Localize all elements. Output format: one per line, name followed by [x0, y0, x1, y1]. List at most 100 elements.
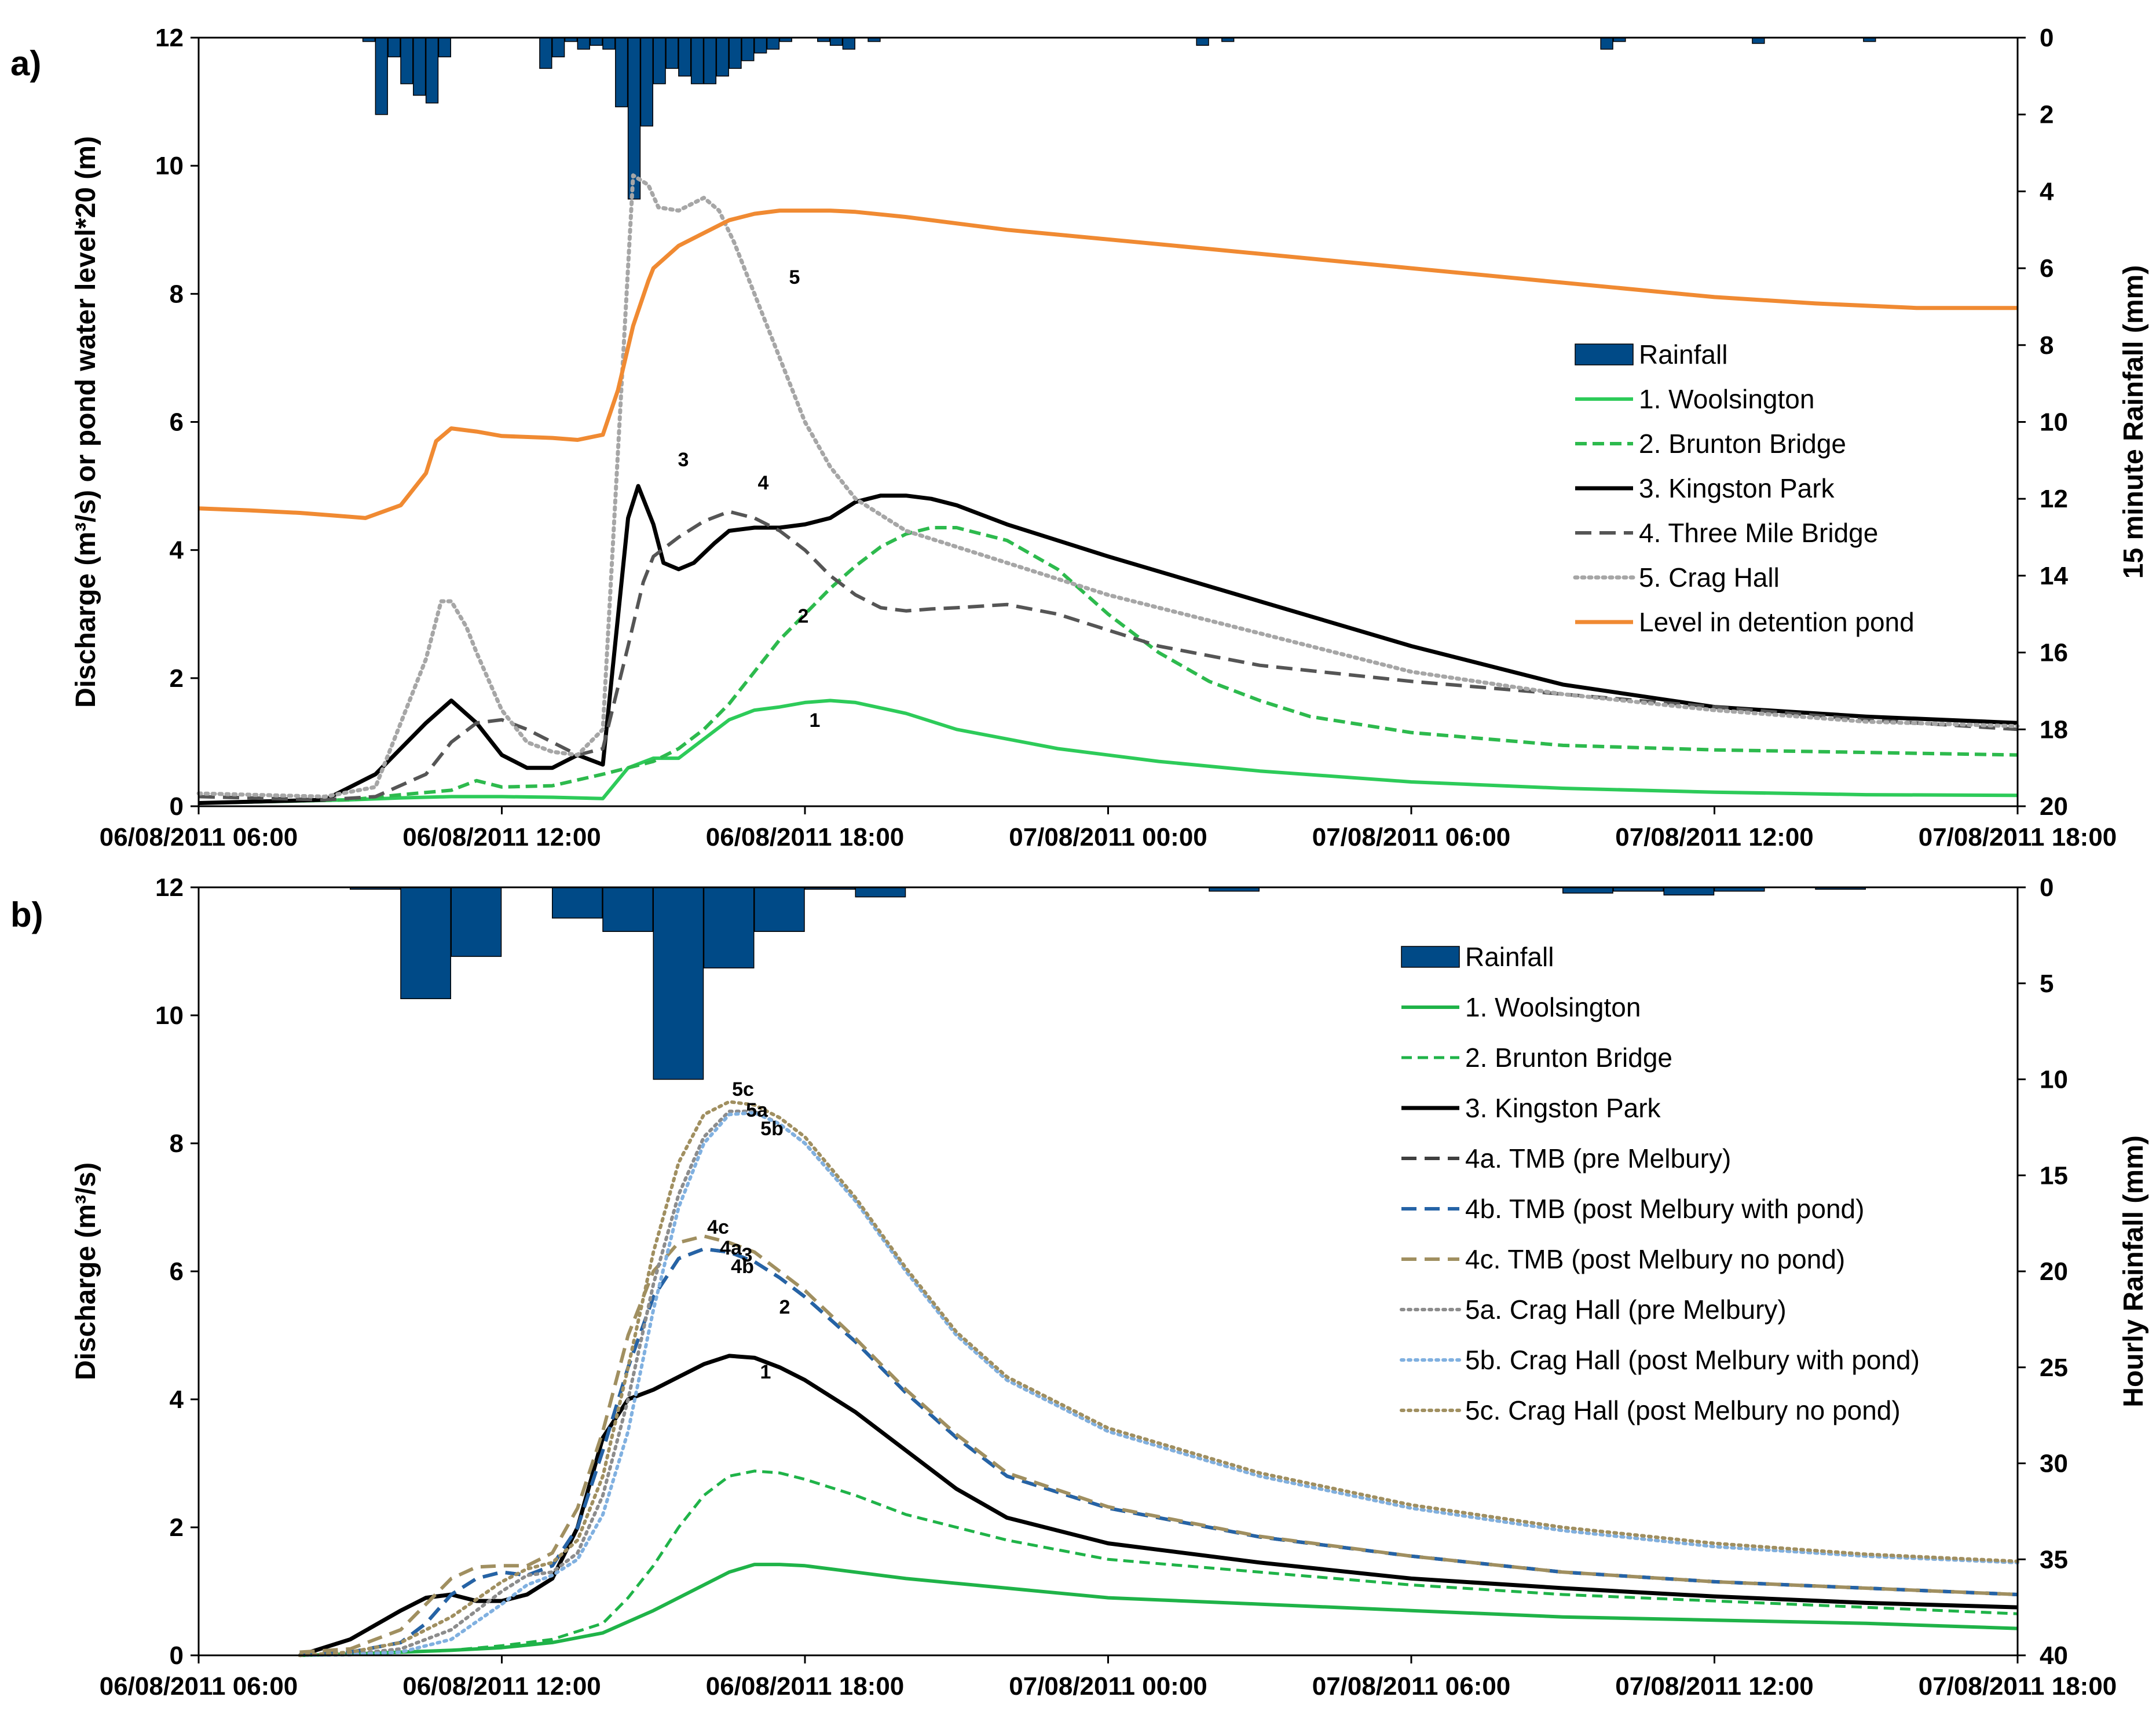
x-tick-label: 07/08/2011 18:00 — [1919, 1672, 2117, 1701]
y-axis-title: Discharge (m³/s) — [71, 1162, 101, 1380]
x-tick-label: 06/08/2011 18:00 — [706, 1672, 905, 1701]
y2-tick-label: 12 — [2040, 485, 2068, 513]
y-tick-label: 10 — [155, 152, 184, 180]
legend-label-4: 4b. TMB (post Melbury with pond) — [1465, 1194, 1864, 1224]
x-tick-label: 07/08/2011 06:00 — [1312, 1672, 1511, 1701]
rainfall-bar — [552, 37, 565, 57]
curve-annotation: 5b — [760, 1118, 784, 1140]
y-tick-label: 8 — [170, 280, 184, 308]
y-tick-label: 2 — [170, 664, 184, 693]
y2-tick-label: 4 — [2040, 177, 2054, 206]
x-tick-label: 07/08/2011 12:00 — [1615, 1672, 1814, 1701]
series-line-7 — [298, 1111, 2019, 1657]
y2-tick-label: 14 — [2040, 562, 2068, 590]
rainfall-bar — [703, 887, 755, 968]
legend-label-1: 2. Brunton Bridge — [1639, 429, 1846, 459]
series-line-0 — [299, 1563, 2018, 1657]
series-lines — [196, 173, 2020, 805]
panel-label: b) — [10, 895, 43, 934]
curve-annotation: 1 — [760, 1361, 771, 1383]
series-line-2 — [299, 1354, 2018, 1658]
rainfall-bar — [716, 37, 729, 77]
rainfall-bar — [425, 37, 439, 104]
legend-label-5: 4c. TMB (post Melbury no pond) — [1465, 1244, 1845, 1274]
curve-annotation: 5a — [746, 1099, 768, 1121]
legend: Rainfall 1. Woolsington 2. Brunton Bridge 3… — [1400, 942, 1920, 1425]
y2-tick-label: 8 — [2040, 331, 2053, 360]
y2-axis-title: 15 minute Rainfall (mm) — [2118, 265, 2149, 579]
legend-label-7: 5b. Crag Hall (post Melbury with pond) — [1465, 1345, 1920, 1375]
x-tick-label: 07/08/2011 00:00 — [1009, 1672, 1207, 1701]
x-tick-label: 06/08/2011 06:00 — [100, 1672, 298, 1701]
rainfall-bar — [590, 37, 603, 46]
y2-axis-title: Hourly Rainfall (mm) — [2118, 1135, 2149, 1407]
rainfall-bar — [375, 37, 388, 115]
rainfall-bar — [640, 37, 653, 127]
rainfall-bar — [400, 37, 413, 85]
y2-tick-label: 6 — [2040, 254, 2053, 283]
y2-tick-label: 10 — [2040, 408, 2068, 437]
legend-label-2: 3. Kingston Park — [1465, 1093, 1661, 1123]
series-line-0 — [198, 699, 2018, 805]
legend-swatch-rainfall — [1401, 946, 1460, 968]
y-tick-label: 0 — [170, 792, 184, 821]
panel-label: a) — [10, 44, 41, 83]
rainfall-bars — [350, 887, 1866, 1080]
y-tick-label: 12 — [155, 24, 184, 52]
rainfall-bar — [829, 37, 843, 46]
rainfall-bar — [754, 887, 805, 932]
legend-label-4: 5. Crag Hall — [1639, 562, 1780, 593]
curve-annotation: 1 — [810, 710, 821, 732]
y-tick-label: 0 — [170, 1641, 184, 1670]
series-line-5 — [198, 209, 2018, 520]
legend-label-6: 5a. Crag Hall (pre Melbury) — [1465, 1295, 1787, 1325]
rainfall-bar — [413, 37, 426, 96]
legend-label-rainfall: Rainfall — [1639, 339, 1727, 370]
curve-annotation: 2 — [779, 1296, 790, 1318]
rainfall-bar — [438, 37, 451, 57]
rainfall-bar — [690, 37, 704, 85]
curve-annotation: 4b — [731, 1256, 754, 1278]
curve-annotation: 4a — [720, 1237, 742, 1259]
curve-annotation: 3 — [742, 1244, 753, 1266]
series-line-1 — [299, 1469, 2018, 1657]
rainfall-bar — [615, 37, 628, 108]
curve-annotation: 5 — [789, 266, 800, 288]
y2-tick-label: 20 — [2040, 1257, 2068, 1286]
rainfall-bar — [539, 37, 552, 69]
y2-tick-label: 25 — [2040, 1354, 2068, 1382]
x-tick-label: 07/08/2011 18:00 — [1919, 823, 2117, 851]
curve-annotation: 4 — [758, 472, 769, 494]
rainfall-bar — [602, 887, 653, 932]
legend-label-1: 2. Brunton Bridge — [1465, 1043, 1672, 1073]
axes — [191, 886, 2026, 1663]
y-tick-label: 4 — [170, 1385, 184, 1414]
rainfall-bar — [400, 887, 451, 1000]
x-tick-label: 07/08/2011 06:00 — [1312, 823, 1511, 851]
y2-tick-label: 30 — [2040, 1450, 2068, 1478]
y-tick-label: 4 — [170, 536, 184, 565]
series-line-2 — [198, 484, 2018, 805]
y-axis-title: Discharge (m³/s) or pond water level*20 … — [71, 136, 101, 708]
y2-tick-label: 0 — [2040, 873, 2053, 902]
legend-swatch-rainfall — [1575, 343, 1634, 365]
rainfall-bar — [577, 37, 590, 50]
y2-tick-label: 35 — [2040, 1545, 2068, 1574]
y-tick-label: 8 — [170, 1129, 184, 1158]
y-tick-label: 6 — [170, 408, 184, 437]
rainfall-bars — [362, 37, 1876, 200]
rainfall-bar — [552, 887, 603, 919]
legend-label-rainfall: Rainfall — [1465, 942, 1554, 972]
y2-tick-label: 10 — [2040, 1066, 2068, 1094]
curve-annotations: 1 2 3 4 5 — [678, 266, 821, 732]
x-tick-label: 06/08/2011 12:00 — [402, 823, 601, 851]
rainfall-bar — [653, 37, 666, 85]
y-tick-label: 12 — [155, 873, 184, 902]
rainfall-bar — [703, 37, 717, 85]
legend-label-3: 4a. TMB (pre Melbury) — [1465, 1143, 1731, 1173]
x-tick-label: 07/08/2011 12:00 — [1615, 823, 1814, 851]
